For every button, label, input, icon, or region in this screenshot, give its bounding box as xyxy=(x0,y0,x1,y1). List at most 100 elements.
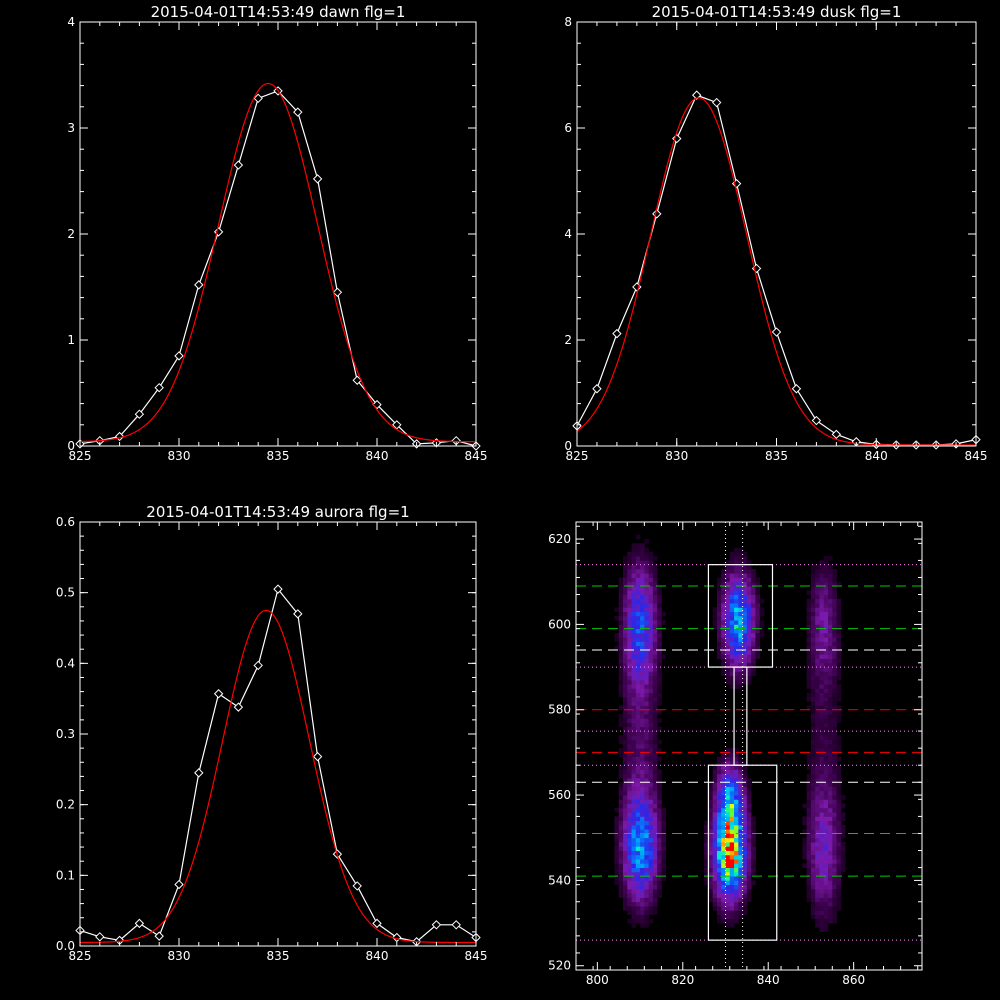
heatmap-cell xyxy=(823,756,829,762)
heatmap-cell xyxy=(716,918,722,924)
heatmap-cell xyxy=(810,658,816,664)
heatmap-cell xyxy=(836,837,842,843)
heatmap-cell xyxy=(716,888,722,894)
heatmap-cell xyxy=(828,688,833,694)
heatmap-cell xyxy=(832,773,837,779)
heatmap-cell xyxy=(832,816,837,822)
heatmap-cell xyxy=(815,598,820,604)
heatmap-cell xyxy=(819,888,825,894)
heatmap-cell xyxy=(648,842,654,847)
heatmap-cell xyxy=(742,760,748,766)
heatmap-cell xyxy=(823,807,829,813)
heatmap-cell xyxy=(806,773,812,779)
heatmap-cell xyxy=(627,897,632,903)
heatmap-cell xyxy=(657,671,662,676)
heatmap-cell xyxy=(836,671,842,676)
heatmap-cell xyxy=(716,850,722,856)
heatmap-cell xyxy=(819,816,825,822)
heatmap-cell xyxy=(622,799,628,804)
heatmap-cell xyxy=(648,803,654,809)
heatmap-cell xyxy=(746,820,752,826)
heatmap-cell xyxy=(832,615,837,621)
heatmap-cell xyxy=(815,880,820,886)
heatmap-cell xyxy=(738,837,743,843)
heatmap-cell xyxy=(627,560,632,566)
heatmap-cell xyxy=(627,611,632,617)
heatmap-cell xyxy=(661,846,667,851)
heatmap-cell xyxy=(823,611,829,617)
heatmap-cell xyxy=(840,842,846,847)
heatmap-cell xyxy=(631,820,637,826)
heatmap-cell xyxy=(815,884,820,890)
heatmap-cell xyxy=(618,739,624,745)
heatmap-cell xyxy=(746,560,752,566)
data-point-diamond xyxy=(612,328,622,339)
heatmap-overlays xyxy=(576,522,922,970)
heatmap-cell xyxy=(631,769,637,775)
heatmap-cell xyxy=(836,675,842,681)
heatmap-cell xyxy=(627,590,632,595)
heatmap-cell xyxy=(635,624,641,630)
heatmap-cell xyxy=(746,671,752,676)
heatmap-cell xyxy=(759,624,765,630)
heatmap-cell xyxy=(810,662,816,668)
heatmap-cell xyxy=(819,918,825,924)
heatmap-cell xyxy=(661,829,667,834)
heatmap-cell xyxy=(836,624,842,630)
heatmap-cell xyxy=(635,803,641,809)
heatmap-cell xyxy=(618,782,624,787)
heatmap-cell xyxy=(828,692,833,698)
heatmap-cell xyxy=(746,837,752,843)
heatmap-cell xyxy=(810,846,816,851)
heatmap-cell xyxy=(631,888,637,894)
heatmap-cell xyxy=(712,833,718,839)
heatmap-cell xyxy=(648,615,654,621)
heatmap-cell xyxy=(828,748,833,753)
heatmap-cell xyxy=(819,607,825,612)
heatmap-cell xyxy=(810,624,816,630)
heatmap-cell xyxy=(823,662,829,668)
heatmap-cell xyxy=(627,884,632,890)
heatmap-cell xyxy=(627,871,632,877)
heatmap-cell xyxy=(721,884,726,890)
heatmap-cell xyxy=(627,568,632,574)
heatmap-cell xyxy=(657,662,662,668)
heatmap-cell xyxy=(721,846,726,851)
heatmap-cell xyxy=(819,611,825,617)
heatmap-cell xyxy=(815,731,820,736)
heatmap-cell xyxy=(652,820,658,826)
heatmap-cell xyxy=(832,731,837,736)
heatmap-cell xyxy=(721,914,726,920)
heatmap-cell xyxy=(810,773,816,779)
heatmap-cell xyxy=(657,688,662,694)
heatmap-cell xyxy=(823,812,829,817)
heatmap-cell xyxy=(631,726,637,732)
heatmap-cell xyxy=(622,803,628,809)
heatmap-cell xyxy=(810,910,816,915)
heatmap-cell xyxy=(823,846,829,851)
heatmap-cell xyxy=(644,923,650,928)
heatmap-cell xyxy=(746,590,752,595)
heatmap-cell xyxy=(729,671,735,676)
heatmap-cell xyxy=(751,637,756,642)
heatmap-cell xyxy=(652,662,658,668)
heatmap-cell xyxy=(819,765,825,770)
heatmap-cell xyxy=(738,812,743,817)
heatmap-cell xyxy=(627,778,632,783)
heatmap-cell xyxy=(631,573,637,578)
heatmap-cell xyxy=(746,897,752,903)
heatmap-cell xyxy=(627,705,632,711)
heatmap-cell xyxy=(832,577,837,583)
heatmap-cell xyxy=(734,859,739,864)
heatmap-cell xyxy=(734,910,739,915)
heatmap-cell xyxy=(840,833,846,839)
heatmap-cell xyxy=(815,799,820,804)
heatmap-cell xyxy=(618,603,624,608)
heatmap-cell xyxy=(635,773,641,779)
heatmap-cell xyxy=(836,756,842,762)
heatmap-cell xyxy=(644,684,650,689)
heatmap-cell xyxy=(644,603,650,608)
heatmap-cell xyxy=(631,790,637,796)
heatmap-cell xyxy=(828,837,833,843)
heatmap-cell xyxy=(704,850,709,856)
